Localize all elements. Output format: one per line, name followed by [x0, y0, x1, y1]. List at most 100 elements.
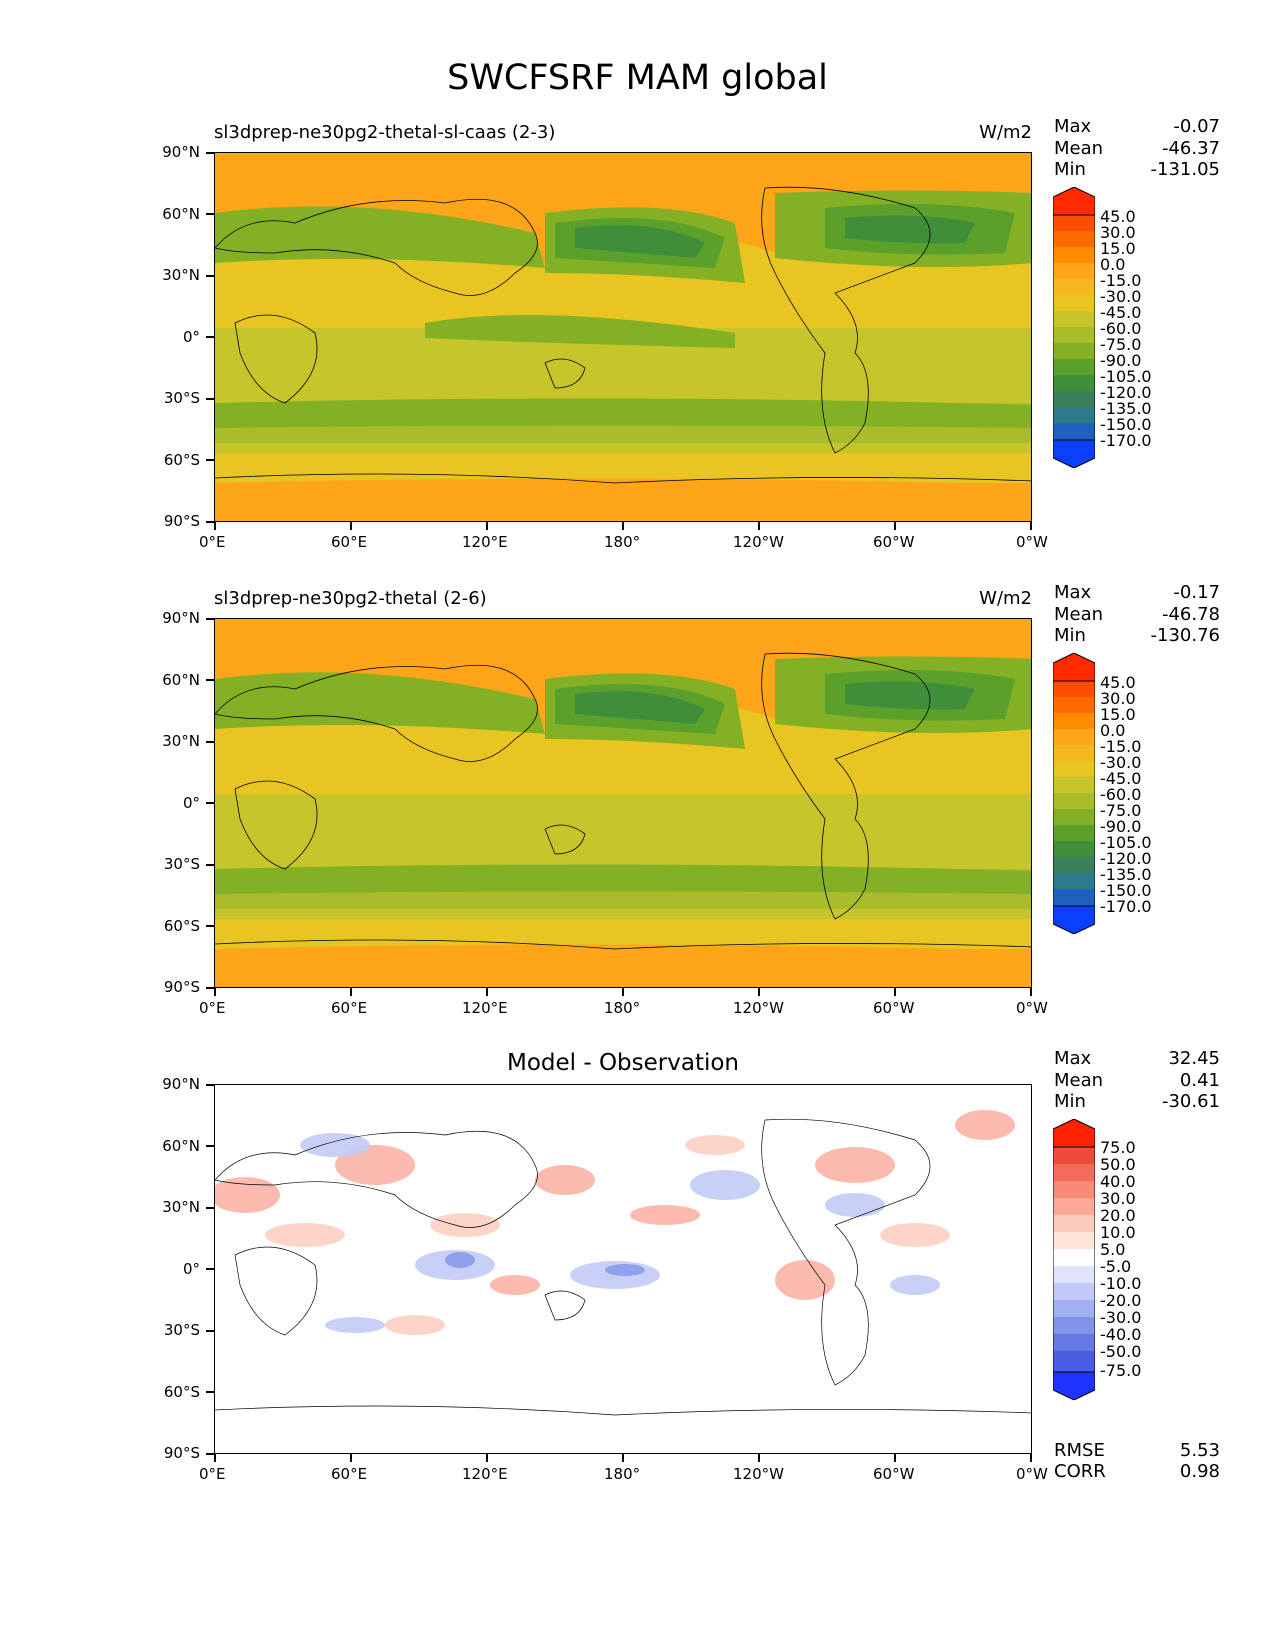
y-tick-label: 90°S: [163, 1444, 200, 1462]
mean-value: -46.37: [1161, 138, 1220, 159]
y-tick-label: 0°: [182, 794, 200, 812]
colorbar-label: -170.0: [1100, 897, 1152, 916]
y-tick-label: 30°N: [162, 1198, 200, 1216]
colorbar: [1053, 1119, 1095, 1400]
colorbar-label: 15.0: [1100, 239, 1136, 258]
y-tick-label: 60°N: [162, 205, 200, 223]
x-tick: [758, 988, 760, 996]
x-tick-label: 120°W: [733, 1465, 784, 1483]
x-tick-label: 60°E: [331, 1465, 368, 1483]
colorbar-label: 45.0: [1100, 673, 1136, 692]
y-tick-label: 30°N: [162, 732, 200, 750]
y-tick: [206, 213, 214, 215]
units-label: W/m2: [979, 122, 1032, 143]
x-tick-label: 120°W: [733, 999, 784, 1017]
min-label: Min: [1054, 1091, 1086, 1112]
x-tick: [1030, 522, 1032, 530]
x-tick-label: 120°E: [462, 533, 508, 551]
x-tick-label: 60°W: [873, 999, 915, 1017]
rmse-value: 5.53: [1179, 1440, 1220, 1461]
colorbar-label: -30.0: [1100, 1308, 1142, 1327]
map-plot: [214, 1084, 1032, 1454]
colorbar-label: -170.0: [1100, 431, 1152, 450]
y-tick-label: 60°S: [163, 451, 200, 469]
colorbar-label: 45.0: [1100, 207, 1136, 226]
min-value: -130.76: [1150, 625, 1220, 646]
x-tick-label: 60°E: [331, 999, 368, 1017]
colorbar-label: -30.0: [1100, 753, 1142, 772]
colorbar-label: -20.0: [1100, 1291, 1142, 1310]
panel-1: sl3dprep-ne30pg2-thetal-sl-caas (2-3) W/…: [0, 0, 1275, 551]
colorbar-label: 20.0: [1100, 1206, 1136, 1225]
y-tick-label: 60°N: [162, 671, 200, 689]
y-tick: [206, 521, 214, 523]
corr-label: CORR: [1054, 1461, 1106, 1482]
y-tick: [206, 1207, 214, 1209]
colorbar-label: 40.0: [1100, 1172, 1136, 1191]
colorbar-label: 30.0: [1100, 1189, 1136, 1208]
colorbar-label: 30.0: [1100, 689, 1136, 708]
colorbar-label: -75.0: [1100, 335, 1142, 354]
panel-3: Model - Observation Max 32.45 Mean 0.41 …: [0, 932, 1275, 1492]
y-tick: [206, 1391, 214, 1393]
y-tick-label: 0°: [182, 1260, 200, 1278]
max-value: -0.07: [1173, 116, 1220, 137]
x-tick-label: 0°E: [199, 533, 226, 551]
corr-value: 0.98: [1179, 1461, 1220, 1482]
panel-2: sl3dprep-ne30pg2-thetal (2-6) W/m2 Max -…: [0, 466, 1275, 1017]
colorbar-label: -50.0: [1100, 1342, 1142, 1361]
map-plot: [214, 152, 1032, 522]
colorbar-label: -60.0: [1100, 319, 1142, 338]
y-tick: [206, 802, 214, 804]
y-tick: [206, 459, 214, 461]
colorbar-label: 0.0: [1100, 721, 1126, 740]
y-tick: [206, 1145, 214, 1147]
y-tick: [206, 864, 214, 866]
colorbar-label: -150.0: [1100, 415, 1152, 434]
x-tick-label: 60°W: [873, 1465, 915, 1483]
x-tick: [622, 988, 624, 996]
y-tick-label: 60°S: [163, 1383, 200, 1401]
colorbar-label: 15.0: [1100, 705, 1136, 724]
colorbar-label: -105.0: [1100, 367, 1152, 386]
x-tick: [758, 1454, 760, 1462]
colorbar-label: -60.0: [1100, 785, 1142, 804]
colorbar-label: -15.0: [1100, 737, 1142, 756]
colorbar-label: 0.0: [1100, 255, 1126, 274]
y-tick-label: 0°: [182, 328, 200, 346]
x-tick: [214, 1454, 216, 1462]
x-tick-label: 60°E: [331, 533, 368, 551]
y-tick-label: 30°N: [162, 266, 200, 284]
figure-title: SWCFSRF MAM global: [447, 58, 828, 98]
x-tick-label: 120°W: [733, 533, 784, 551]
y-tick-label: 90°S: [163, 978, 200, 996]
colorbar-label: -90.0: [1100, 817, 1142, 836]
y-tick: [206, 275, 214, 277]
colorbar-label: -75.0: [1100, 801, 1142, 820]
x-tick-label: 180°: [604, 533, 641, 551]
y-tick: [206, 925, 214, 927]
y-tick-label: 60°N: [162, 1137, 200, 1155]
mean-label: Mean: [1054, 604, 1104, 625]
panel-title: Model - Observation: [506, 1050, 740, 1076]
y-tick: [206, 336, 214, 338]
panel-title: sl3dprep-ne30pg2-thetal (2-6): [214, 588, 487, 609]
y-tick-label: 90°N: [162, 143, 200, 161]
map-plot: [214, 618, 1032, 988]
mean-value: 0.41: [1179, 1070, 1220, 1091]
y-tick: [206, 152, 214, 154]
y-tick-label: 30°S: [163, 855, 200, 873]
y-tick-label: 90°N: [162, 1075, 200, 1093]
colorbar-label: -75.0: [1100, 1361, 1142, 1380]
colorbar-label: -105.0: [1100, 833, 1152, 852]
colorbar: [1053, 187, 1095, 468]
colorbar-label: 5.0: [1100, 1240, 1126, 1259]
x-tick-label: 180°: [604, 999, 641, 1017]
min-label: Min: [1054, 159, 1086, 180]
y-tick-label: 60°S: [163, 917, 200, 935]
y-tick: [206, 1268, 214, 1270]
x-tick: [1030, 1454, 1032, 1462]
max-label: Max: [1054, 582, 1092, 603]
x-tick: [894, 988, 896, 996]
colorbar-label: -120.0: [1100, 849, 1152, 868]
